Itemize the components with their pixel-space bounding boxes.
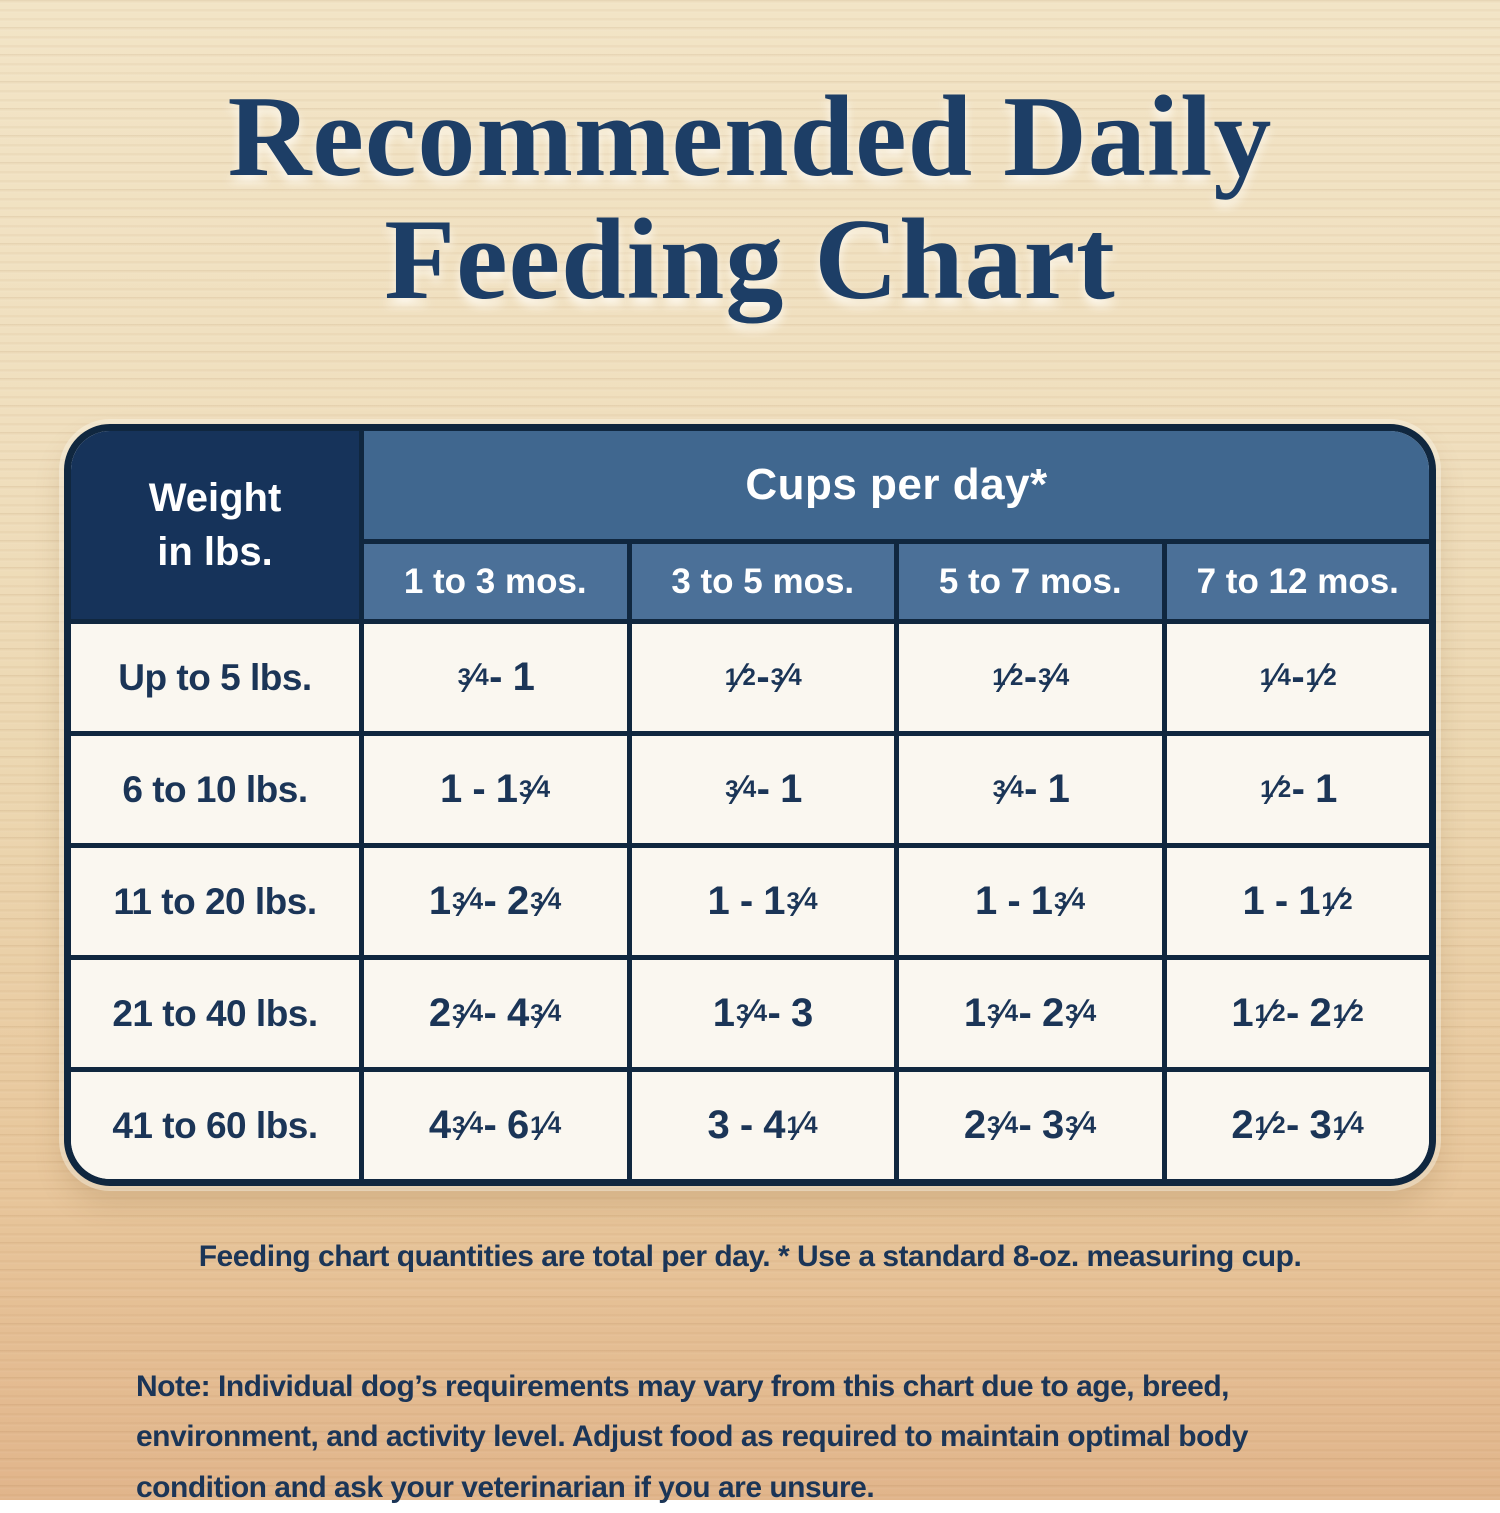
age-column-header-2: 3 to 5 mos. [626, 539, 894, 619]
feeding-amount-cell: 3 ⁄ 4 - 1 [359, 619, 627, 731]
weight-row-label: Up to 5 lbs. [71, 619, 359, 731]
footnote: Feeding chart quantities are total per d… [198, 1240, 1302, 1273]
note-label: Note: [136, 1370, 211, 1403]
feeding-amount-cell: 1 3 ⁄ 4 - 2 3 ⁄ 4 [894, 955, 1162, 1067]
feeding-amount-cell: 1 - 1 1 ⁄ 2 [1161, 843, 1429, 955]
cups-per-day-header: Cups per day* [359, 431, 1429, 539]
note-text-line-3: condition and ask your veterinarian if y… [136, 1470, 875, 1504]
feeding-table: Weight in lbs. Cups per day* 1 to 3 mos.… [64, 424, 1436, 1186]
weight-row-label: 11 to 20 lbs. [71, 843, 359, 955]
weight-row-label: 41 to 60 lbs. [71, 1067, 359, 1179]
feeding-amount-cell: 2 1 ⁄ 2 - 3 1 ⁄ 4 [1161, 1067, 1429, 1179]
weight-header-line-2: in lbs. [157, 530, 273, 574]
weight-row-label: 6 to 10 lbs. [71, 731, 359, 843]
feeding-amount-cell: 1 3 ⁄ 4 - 2 3 ⁄ 4 [359, 843, 627, 955]
page-title: Recommended Daily Feeding Chart [0, 76, 1500, 322]
age-column-header-3: 5 to 7 mos. [894, 539, 1162, 619]
feeding-amount-cell: 4 3 ⁄ 4 - 6 1 ⁄ 4 [359, 1067, 627, 1179]
weight-header-line-1: Weight [148, 476, 282, 520]
age-column-header-1: 1 to 3 mos. [359, 539, 627, 619]
feeding-amount-cell: 1 ⁄ 2 - 3 ⁄ 4 [626, 619, 894, 731]
feeding-amount-cell: 1 ⁄ 2 - 1 [1161, 731, 1429, 843]
weight-column-header: Weight in lbs. [71, 431, 359, 619]
note-text-line-2: environment, and activity level. Adjust … [136, 1420, 1248, 1454]
feeding-amount-cell: 3 - 4 1 ⁄ 4 [626, 1067, 894, 1179]
feeding-amount-cell: 1 ⁄ 2 - 3 ⁄ 4 [894, 619, 1162, 731]
feeding-amount-cell: 2 3 ⁄ 4 - 3 3 ⁄ 4 [894, 1067, 1162, 1179]
feeding-amount-cell: 1 - 1 3 ⁄ 4 [894, 843, 1162, 955]
note: Note: Individual dog’s requirements may … [136, 1362, 1476, 1513]
feeding-amount-cell: 3 ⁄ 4 - 1 [894, 731, 1162, 843]
feeding-amount-cell: 1 - 1 3 ⁄ 4 [359, 731, 627, 843]
feeding-amount-cell: 1 - 1 3 ⁄ 4 [626, 843, 894, 955]
feeding-amount-cell: 1 1 ⁄ 2 - 2 1 ⁄ 2 [1161, 955, 1429, 1067]
feeding-amount-cell: 3 ⁄ 4 - 1 [626, 731, 894, 843]
weight-row-label: 21 to 40 lbs. [71, 955, 359, 1067]
note-text-line-1: Individual dog’s requirements may vary f… [218, 1370, 1229, 1403]
title-line-1: Recommended Daily [227, 73, 1273, 201]
title-line-2: Feeding Chart [384, 195, 1116, 324]
feeding-amount-cell: 1 ⁄ 4 - 1 ⁄ 2 [1161, 619, 1429, 731]
age-column-header-4: 7 to 12 mos. [1161, 539, 1429, 619]
feeding-amount-cell: 2 3 ⁄ 4 - 4 3 ⁄ 4 [359, 955, 627, 1067]
feeding-amount-cell: 1 3 ⁄ 4 - 3 [626, 955, 894, 1067]
